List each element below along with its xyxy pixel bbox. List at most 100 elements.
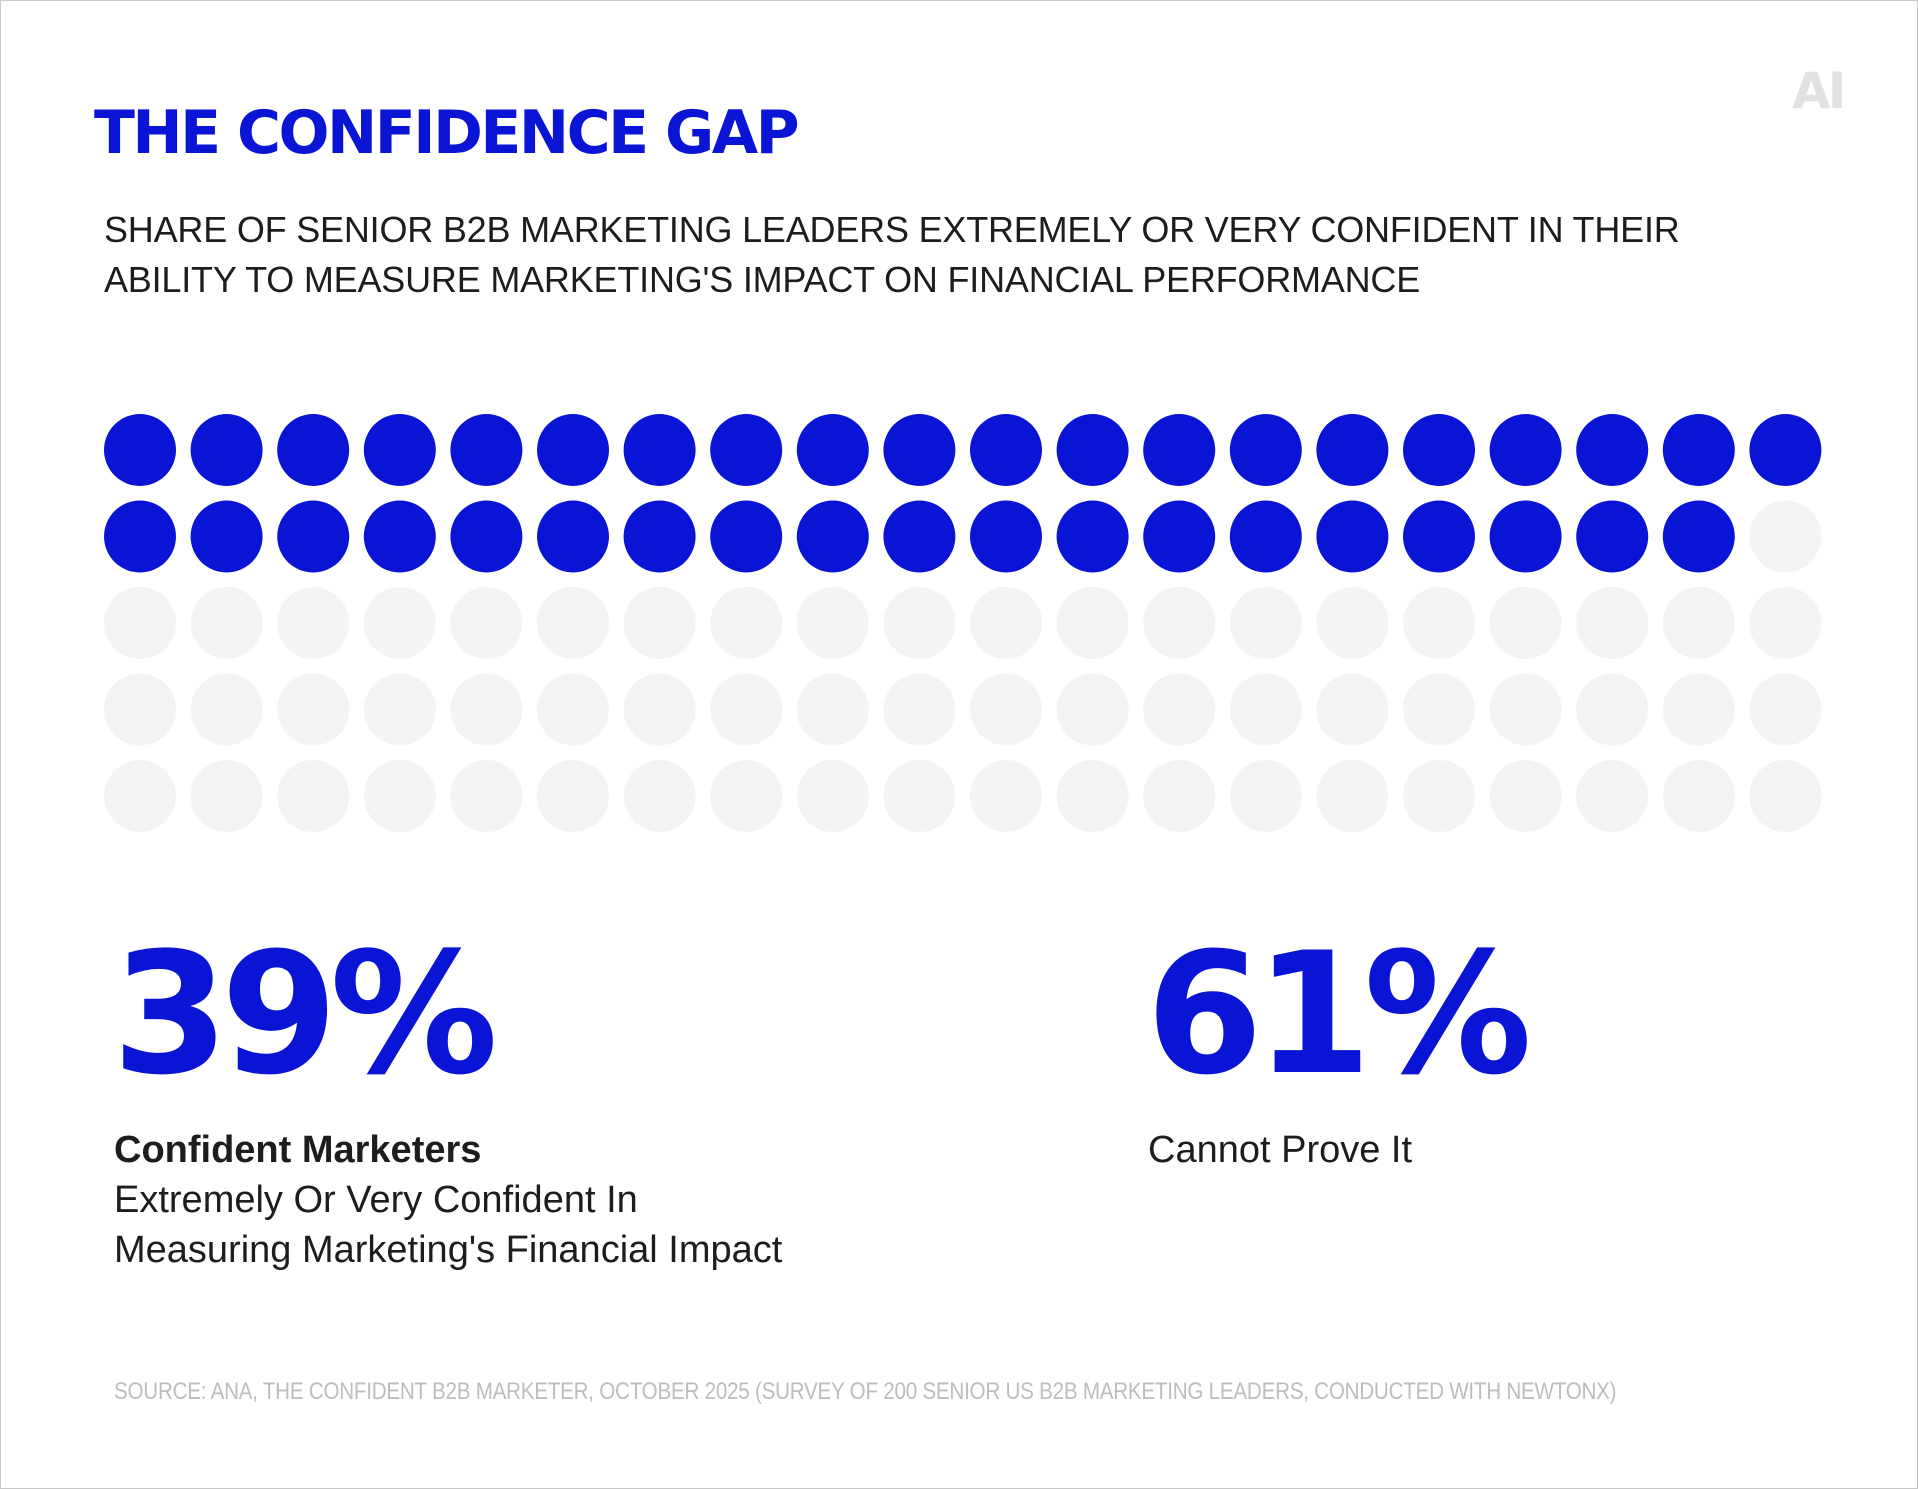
waffle-dot-confident [277,500,350,573]
waffle-dot-empty [1316,587,1389,659]
waffle-dot-empty [1403,673,1475,746]
waffle-dot-empty [450,587,523,659]
waffle-dot-empty [1749,587,1822,659]
waffle-dot-empty [1576,673,1649,746]
waffle-dot-confident [363,500,436,573]
waffle-dot-confident [1316,500,1389,573]
waffle-dot-confident [1143,414,1216,486]
waffle-dot-empty [1489,673,1562,746]
waffle-dot-empty [104,760,176,832]
waffle-dot-empty [1662,760,1735,832]
waffle-dot-empty [190,673,263,746]
waffle-dot-confident [796,500,869,573]
subtitle-line-1: SHARE OF SENIOR B2B MARKETING LEADERS EX… [104,209,1680,250]
waffle-dot-confident [104,414,176,486]
waffle-dot-empty [970,587,1042,659]
cannot-prove-label: Cannot Prove It [1148,1129,1413,1171]
waffle-dot-confident [883,414,956,486]
waffle-dot-empty [1316,673,1389,746]
brand-logo: AI [1792,62,1846,120]
waffle-dot-empty [1316,760,1389,832]
waffle-dot-confident [1489,414,1562,486]
waffle-dot-confident [1229,414,1302,486]
waffle-dot-confident [1662,500,1735,573]
waffle-dot-empty [1229,760,1302,832]
waffle-dot-confident [1662,414,1735,486]
waffle-dot-confident [1403,414,1475,486]
confident-legend: Confident Marketers Extremely Or Very Co… [114,1125,782,1275]
waffle-dot-empty [1056,673,1129,746]
waffle-dot-empty [1143,760,1216,832]
waffle-dot-confident [450,500,523,573]
cannot-prove-percentage: 61% [1146,916,1532,1112]
waffle-dot-confident [883,500,956,573]
source-note: SOURCE: ANA, THE CONFIDENT B2B MARKETER,… [114,1378,1617,1405]
waffle-dot-empty [883,587,956,659]
waffle-dot-empty [970,673,1042,746]
waffle-dot-confident [363,414,436,486]
waffle-dot-empty [1662,673,1735,746]
waffle-dot-confident [970,414,1042,486]
waffle-dot-empty [1749,673,1822,746]
waffle-dot-empty [1749,500,1822,573]
waffle-dot-empty [277,587,350,659]
waffle-dot-confident [1229,500,1302,573]
waffle-dot-confident [537,414,609,486]
waffle-dot-empty [1749,760,1822,832]
chart-subtitle: SHARE OF SENIOR B2B MARKETING LEADERS EX… [104,205,1804,305]
waffle-dot-empty [623,673,696,746]
waffle-dot-empty [190,587,263,659]
waffle-dot-empty [450,760,523,832]
waffle-dot-empty [1489,587,1562,659]
waffle-dot-empty [623,760,696,832]
waffle-dot-confident [190,500,263,573]
waffle-dot-confident [1489,500,1562,573]
waffle-dot-confident [1576,414,1649,486]
waffle-dot-empty [450,673,523,746]
waffle-dot-empty [796,673,869,746]
waffle-dot-confident [1056,500,1129,573]
waffle-dot-confident [450,414,523,486]
waffle-dot-empty [710,587,783,659]
waffle-dot-empty [710,760,783,832]
waffle-dot-empty [796,587,869,659]
waffle-dot-confident [710,414,783,486]
waffle-dot-confident [623,500,696,573]
waffle-dot-empty [537,673,609,746]
waffle-dot-empty [1143,673,1216,746]
confident-percentage: 39% [112,916,498,1112]
waffle-dot-empty [104,673,176,746]
waffle-dot-empty [1489,760,1562,832]
waffle-dot-confident [1749,414,1822,486]
waffle-dot-empty [277,673,350,746]
waffle-dot-confident [1143,500,1216,573]
waffle-dot-empty [883,760,956,832]
waffle-dot-confident [1316,414,1389,486]
confident-description-line-1: Extremely Or Very Confident In [114,1179,638,1221]
confident-description-line-2: Measuring Marketing's Financial Impact [114,1229,783,1271]
waffle-dot-confident [104,500,176,573]
waffle-dot-empty [190,760,263,832]
waffle-dot-confident [796,414,869,486]
waffle-dot-empty [796,760,869,832]
waffle-dot-confident [710,500,783,573]
waffle-dot-empty [537,760,609,832]
waffle-dot-confident [1403,500,1475,573]
waffle-dot-empty [1056,760,1129,832]
waffle-dot-empty [277,760,350,832]
waffle-dot-empty [363,673,436,746]
waffle-dot-empty [1229,673,1302,746]
waffle-dot-empty [1056,587,1129,659]
waffle-dot-empty [104,587,176,659]
waffle-dot-confident [1576,500,1649,573]
waffle-dot-empty [1143,587,1216,659]
waffle-dot-confident [190,414,263,486]
cannot-prove-legend: Cannot Prove It [1148,1125,1412,1175]
waffle-dot-empty [883,673,956,746]
waffle-dot-confident [970,500,1042,573]
waffle-dot-empty [363,760,436,832]
waffle-dot-confident [1056,414,1129,486]
confident-label: Confident Marketers [114,1129,482,1171]
waffle-dot-empty [1403,760,1475,832]
